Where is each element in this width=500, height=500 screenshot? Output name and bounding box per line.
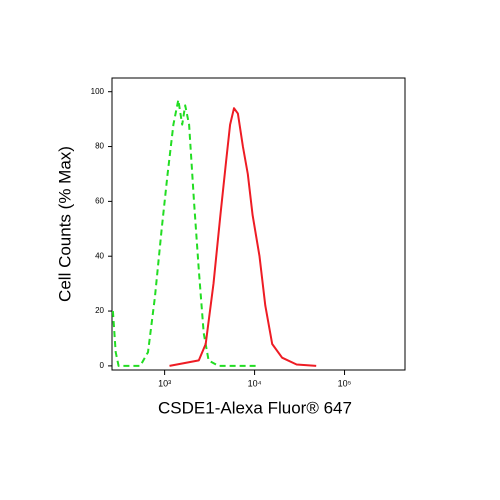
y-tick-label: 60 bbox=[95, 196, 104, 205]
y-tick-label: 0 bbox=[100, 361, 105, 370]
x-tick-label: 10⁴ bbox=[248, 378, 262, 388]
y-tick-label: 100 bbox=[91, 87, 105, 96]
y-tick-label: 20 bbox=[95, 306, 104, 315]
y-tick-label: 40 bbox=[95, 251, 104, 260]
y-axis-label: Cell Counts (% Max) bbox=[55, 146, 74, 302]
x-tick-label: 10³ bbox=[158, 378, 171, 388]
histogram-line bbox=[111, 98, 258, 367]
plot-frame bbox=[111, 77, 406, 371]
histogram-line bbox=[169, 107, 317, 367]
x-tick-label: 10⁵ bbox=[338, 378, 352, 388]
y-tick-label: 80 bbox=[95, 142, 104, 151]
x-axis-label: CSDE1-Alexa Fluor® 647 bbox=[158, 398, 352, 417]
